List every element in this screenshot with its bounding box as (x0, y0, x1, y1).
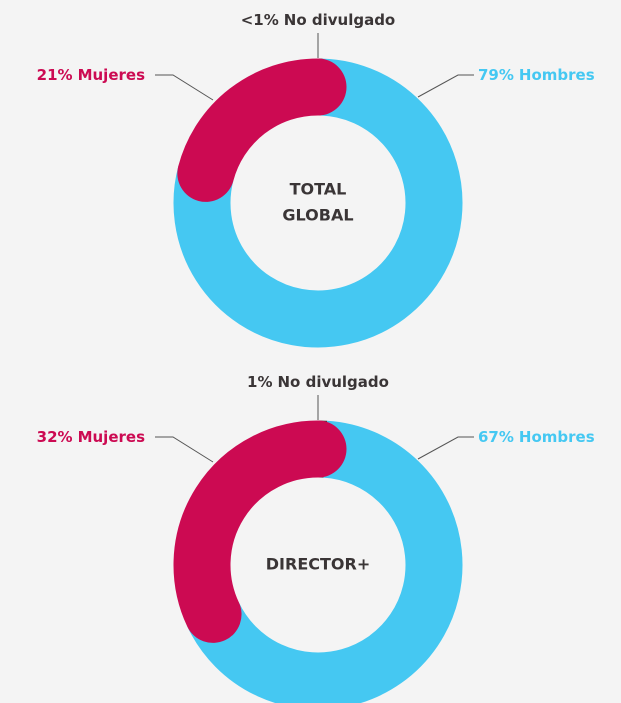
category-label: Hombres (519, 66, 595, 84)
category-label: No divulgado (278, 373, 389, 391)
center-label: GLOBAL (282, 206, 353, 225)
value-label: 1% (247, 373, 272, 391)
slice-label: 67% Hombres (478, 428, 595, 446)
category-label: Mujeres (78, 428, 145, 446)
leader-line (155, 436, 214, 463)
value-label: 32% (37, 428, 73, 446)
leader-line (417, 436, 474, 460)
slice-label: <1% No divulgado (241, 11, 396, 29)
value-label: 79% (478, 66, 514, 84)
category-label: Hombres (519, 428, 595, 446)
value-label: <1% (241, 11, 279, 29)
category-label: Mujeres (78, 66, 145, 84)
value-label: 21% (37, 66, 73, 84)
category-label: No divulgado (284, 11, 395, 29)
slice-label: 21% Mujeres (37, 66, 145, 84)
donut-segment (187, 420, 463, 703)
slice-label: 32% Mujeres (37, 428, 145, 446)
donut-segment (177, 58, 347, 202)
donut-segment (173, 58, 463, 348)
slice-label: 79% Hombres (478, 66, 595, 84)
leader-line (155, 74, 214, 101)
slice-label: 1% No divulgado (247, 373, 389, 391)
center-label: DIRECTOR+ (266, 555, 370, 574)
donut-segment (173, 420, 347, 643)
value-label: 67% (478, 428, 514, 446)
leader-line (417, 74, 474, 98)
center-label: TOTAL (290, 180, 347, 199)
